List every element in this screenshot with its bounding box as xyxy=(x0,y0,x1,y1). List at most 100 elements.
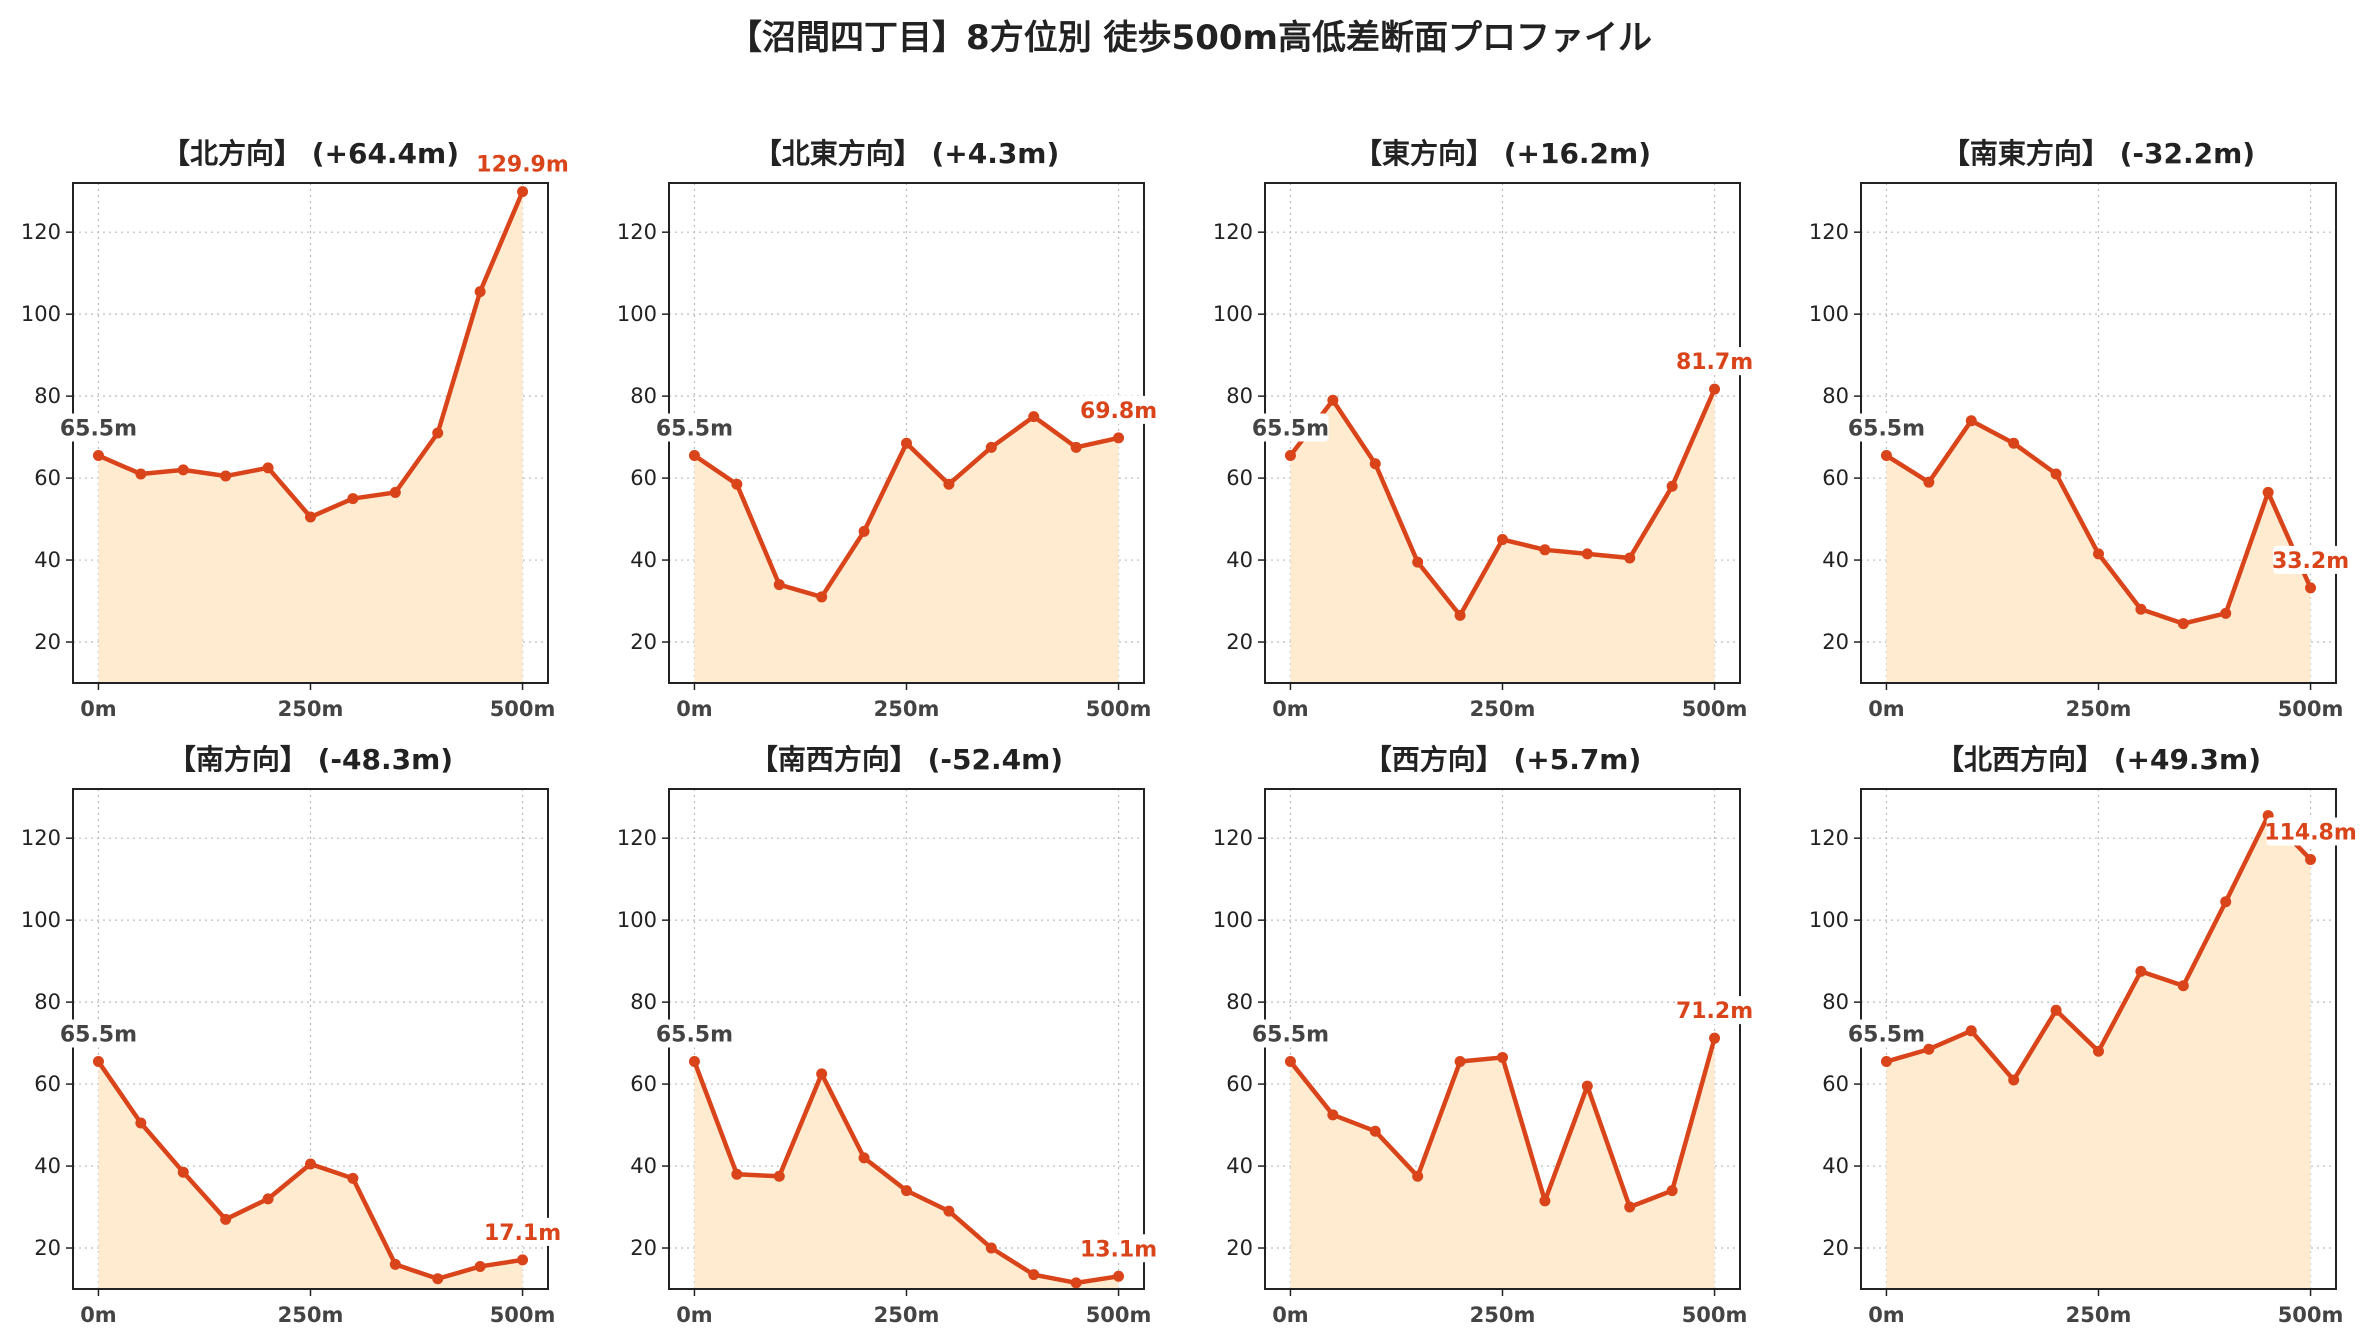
data-point xyxy=(1028,1269,1040,1281)
end-value-label: 114.8m xyxy=(2264,820,2357,845)
end-label-bg xyxy=(478,149,567,178)
data-point xyxy=(135,1117,147,1129)
x-tick-label: 500m xyxy=(1086,1303,1152,1327)
data-point xyxy=(688,450,700,462)
y-tick-label: 40 xyxy=(1226,1154,1253,1178)
end-value-label: 69.8m xyxy=(1080,399,1157,424)
data-point xyxy=(773,1170,785,1182)
x-tick-label: 500m xyxy=(2278,697,2344,721)
data-point xyxy=(773,579,785,591)
data-point xyxy=(517,186,529,198)
y-tick-label: 60 xyxy=(1822,466,1849,490)
data-point xyxy=(985,441,997,453)
y-tick-label: 80 xyxy=(1822,384,1849,408)
y-tick-label: 60 xyxy=(34,1072,61,1096)
data-point xyxy=(943,1205,955,1217)
y-tick-label: 20 xyxy=(1226,630,1253,654)
data-point xyxy=(816,591,828,603)
data-point xyxy=(1497,1051,1508,1063)
y-tick-label: 80 xyxy=(34,384,61,408)
y-tick-label: 100 xyxy=(1213,302,1253,326)
x-tick-label: 0m xyxy=(1868,697,1905,721)
x-tick-label: 250m xyxy=(2066,1303,2132,1327)
data-point xyxy=(858,1152,870,1164)
y-tick-label: 120 xyxy=(617,826,657,850)
data-point xyxy=(2305,853,2317,865)
panel-title: 【西方向】 (+5.7m) xyxy=(1364,743,1642,776)
x-tick-label: 0m xyxy=(676,697,713,721)
data-point xyxy=(1070,441,1082,453)
x-tick-label: 500m xyxy=(1682,1303,1748,1327)
start-label-bg xyxy=(1848,413,1925,442)
data-point xyxy=(347,1172,359,1184)
data-point xyxy=(2177,980,2189,992)
y-tick-label: 100 xyxy=(21,302,61,326)
data-point xyxy=(1581,1080,1593,1092)
y-tick-label: 40 xyxy=(1226,548,1253,572)
data-point xyxy=(2008,437,2020,449)
data-point xyxy=(1454,609,1466,621)
start-value-label: 65.5m xyxy=(60,417,137,442)
y-tick-label: 100 xyxy=(1809,908,1849,932)
x-tick-label: 500m xyxy=(490,697,556,721)
start-value-label: 65.5m xyxy=(1252,1023,1329,1048)
x-tick-label: 0m xyxy=(1868,1303,1905,1327)
y-tick-label: 100 xyxy=(617,302,657,326)
x-tick-label: 250m xyxy=(278,1303,344,1327)
data-point xyxy=(1327,394,1339,406)
data-point xyxy=(1666,1185,1678,1197)
data-point xyxy=(305,511,316,523)
x-tick-label: 500m xyxy=(490,1303,556,1327)
start-label-bg xyxy=(1252,413,1329,442)
y-tick-label: 120 xyxy=(21,220,61,244)
data-point xyxy=(262,1193,274,1205)
x-tick-label: 500m xyxy=(1682,697,1748,721)
page-title: 【沼間四丁目】8方位別 徒歩500m高低差断面プロファイル xyxy=(728,18,1652,58)
area-fill xyxy=(1290,1038,1715,1289)
data-point xyxy=(858,525,870,537)
y-tick-label: 60 xyxy=(1226,466,1253,490)
start-value-label: 65.5m xyxy=(1848,417,1925,442)
y-tick-label: 20 xyxy=(34,1236,61,1260)
data-point xyxy=(432,1273,444,1285)
data-point xyxy=(1113,1270,1125,1282)
panel-title: 【北東方向】 (+4.3m) xyxy=(754,137,1060,170)
data-point xyxy=(1497,534,1508,546)
data-point xyxy=(1028,411,1040,423)
y-tick-label: 120 xyxy=(1809,220,1849,244)
y-tick-label: 100 xyxy=(1809,302,1849,326)
y-tick-label: 120 xyxy=(1213,826,1253,850)
y-tick-label: 20 xyxy=(1822,630,1849,654)
start-label-bg xyxy=(656,413,733,442)
start-label-bg xyxy=(656,1019,733,1048)
data-point xyxy=(943,478,955,490)
x-tick-label: 0m xyxy=(676,1303,713,1327)
y-tick-label: 80 xyxy=(1226,384,1253,408)
data-point xyxy=(2050,1004,2062,1016)
x-tick-label: 250m xyxy=(874,1303,940,1327)
data-point xyxy=(1923,1043,1935,1055)
start-value-label: 65.5m xyxy=(656,417,733,442)
y-tick-label: 40 xyxy=(34,1154,61,1178)
start-value-label: 65.5m xyxy=(60,1023,137,1048)
y-tick-label: 60 xyxy=(1226,1072,1253,1096)
data-point xyxy=(1666,480,1678,492)
y-tick-label: 20 xyxy=(1822,1236,1849,1260)
x-tick-label: 0m xyxy=(1272,697,1309,721)
y-tick-label: 80 xyxy=(1822,990,1849,1014)
panel-title: 【東方向】 (+16.2m) xyxy=(1354,137,1651,170)
panel-title: 【北西方向】 (+49.3m) xyxy=(1936,743,2261,776)
y-tick-label: 40 xyxy=(34,548,61,572)
data-point xyxy=(432,427,444,439)
y-tick-label: 60 xyxy=(34,466,61,490)
y-tick-label: 80 xyxy=(1226,990,1253,1014)
y-tick-label: 120 xyxy=(617,220,657,244)
y-tick-label: 120 xyxy=(21,826,61,850)
x-tick-label: 250m xyxy=(1470,697,1536,721)
data-point xyxy=(389,1258,401,1270)
data-point xyxy=(2135,603,2147,615)
data-point xyxy=(816,1068,828,1080)
data-point xyxy=(474,1260,486,1272)
data-point xyxy=(305,1158,316,1170)
y-tick-label: 80 xyxy=(630,384,657,408)
